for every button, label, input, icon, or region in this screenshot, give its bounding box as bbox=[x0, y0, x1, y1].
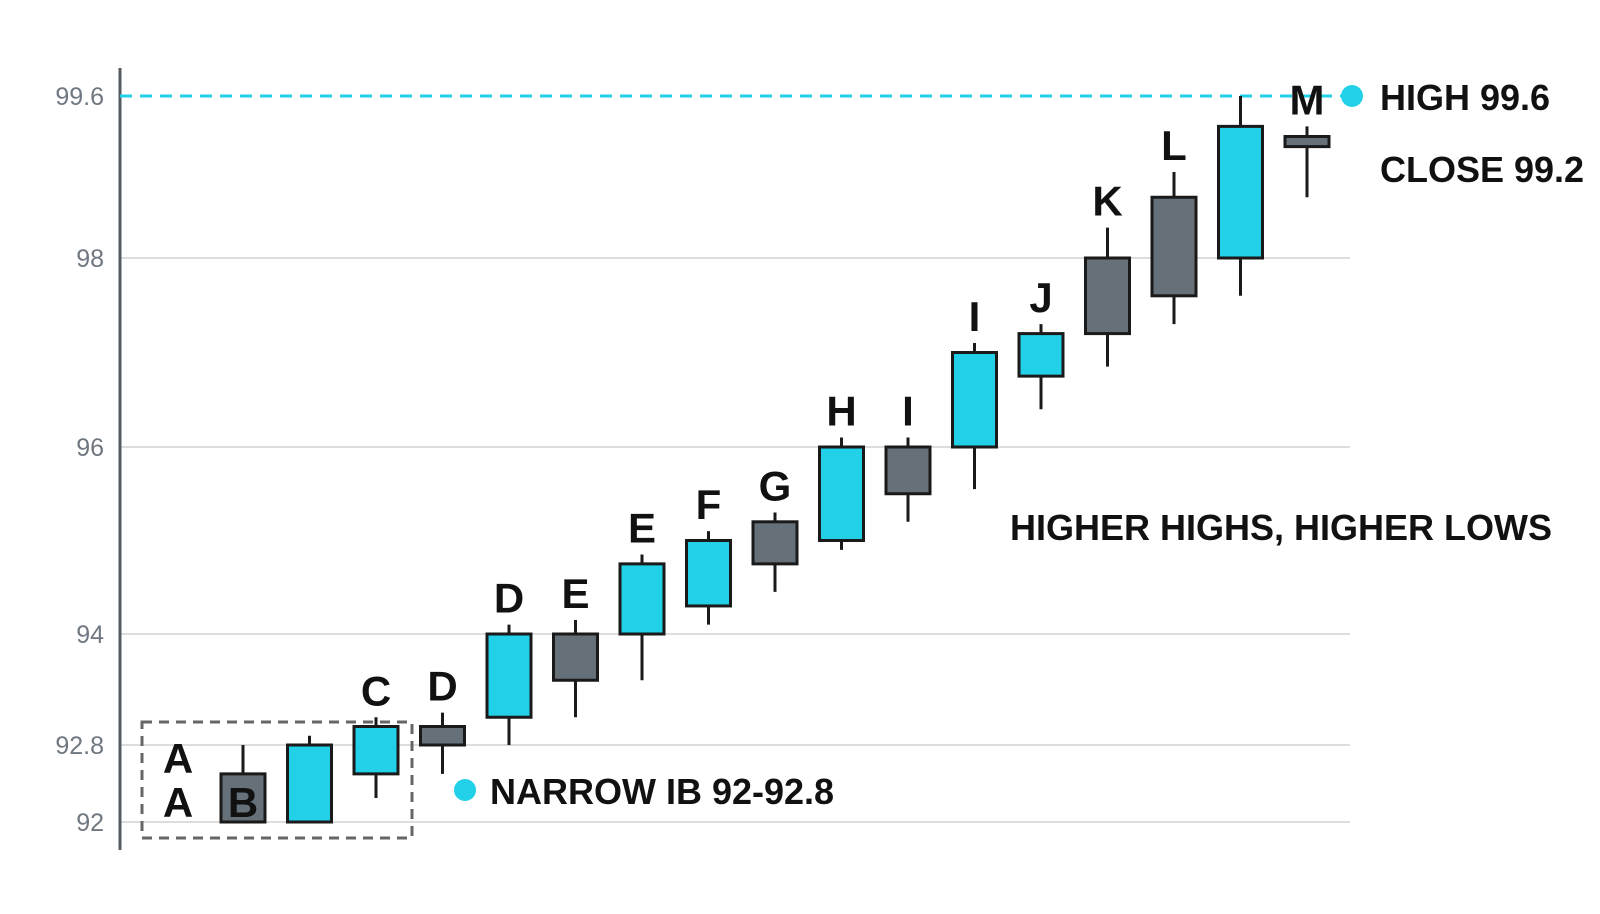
candle bbox=[286, 735, 333, 824]
candle bbox=[1283, 126, 1331, 198]
ib-period-label: A bbox=[163, 735, 193, 782]
candle-body bbox=[1017, 332, 1065, 378]
candle-label: M bbox=[1290, 76, 1325, 123]
y-tick-label: 92.8 bbox=[55, 732, 104, 760]
candle bbox=[352, 717, 400, 798]
candle-body bbox=[485, 632, 533, 719]
candle-label: E bbox=[628, 505, 656, 552]
candle-body bbox=[951, 351, 998, 449]
candle-label: J bbox=[1029, 274, 1052, 321]
candle-label: C bbox=[361, 667, 391, 714]
ib-note-dot bbox=[454, 779, 476, 801]
candle-label: L bbox=[1161, 122, 1187, 169]
candle-body bbox=[1217, 124, 1264, 260]
candle bbox=[951, 343, 998, 490]
candle bbox=[419, 712, 466, 774]
y-tick-label: 94 bbox=[76, 621, 104, 649]
candle bbox=[1150, 171, 1198, 325]
y-axis: 92 92.8 94 96 98 99.6 bbox=[55, 68, 122, 850]
candle-body bbox=[1283, 135, 1331, 149]
candle bbox=[884, 437, 932, 522]
y-tick-label: 92 bbox=[76, 809, 104, 837]
candle-label: H bbox=[826, 388, 856, 435]
candle-body bbox=[552, 632, 599, 682]
candles bbox=[219, 96, 1331, 824]
candle bbox=[1084, 227, 1131, 367]
candle bbox=[685, 531, 732, 625]
ib-note: NARROW IB 92-92.8 bbox=[490, 771, 834, 812]
candle-body bbox=[751, 520, 799, 566]
candle-body bbox=[219, 772, 267, 824]
candle-label: D bbox=[494, 575, 524, 622]
candle bbox=[818, 437, 865, 550]
candle bbox=[219, 745, 267, 824]
candle-label: K bbox=[1092, 178, 1122, 225]
candle-label: I bbox=[969, 293, 981, 340]
candle-body bbox=[685, 539, 732, 608]
high-label: HIGH 99.6 bbox=[1380, 77, 1550, 118]
candle-label: D bbox=[427, 663, 457, 710]
candle-body bbox=[1084, 256, 1131, 336]
ib-box bbox=[140, 720, 414, 840]
candle-label: E bbox=[561, 570, 589, 617]
y-tick-label: 96 bbox=[76, 434, 104, 462]
candle-body bbox=[1150, 195, 1198, 298]
close-label: CLOSE 99.2 bbox=[1380, 149, 1584, 190]
candle bbox=[552, 619, 599, 718]
candle-body bbox=[618, 562, 666, 636]
candle bbox=[618, 554, 666, 681]
candle-body bbox=[818, 445, 865, 542]
candle-label: F bbox=[696, 481, 722, 528]
candle bbox=[485, 624, 533, 745]
candle-body bbox=[884, 445, 932, 496]
high-marker bbox=[120, 85, 1363, 107]
ib-period-label: B bbox=[228, 779, 258, 826]
high-dot bbox=[1341, 85, 1363, 107]
candle-label: G bbox=[759, 462, 792, 509]
candle-body bbox=[352, 725, 400, 776]
trend-note: HIGHER HIGHS, HIGHER LOWS bbox=[1010, 507, 1552, 548]
candle bbox=[1217, 96, 1264, 296]
candle bbox=[1017, 324, 1065, 410]
initial-balance-box bbox=[140, 720, 414, 840]
candle-body bbox=[419, 725, 466, 747]
ib-period-label: A bbox=[163, 779, 193, 826]
candle-body bbox=[286, 743, 333, 824]
candle-label: I bbox=[902, 388, 914, 435]
annotations: HIGH 99.6 CLOSE 99.2 HIGHER HIGHS, HIGHE… bbox=[454, 77, 1584, 812]
candle bbox=[751, 512, 799, 592]
y-tick-label: 99.6 bbox=[55, 83, 104, 111]
y-tick-label: 98 bbox=[76, 245, 104, 273]
